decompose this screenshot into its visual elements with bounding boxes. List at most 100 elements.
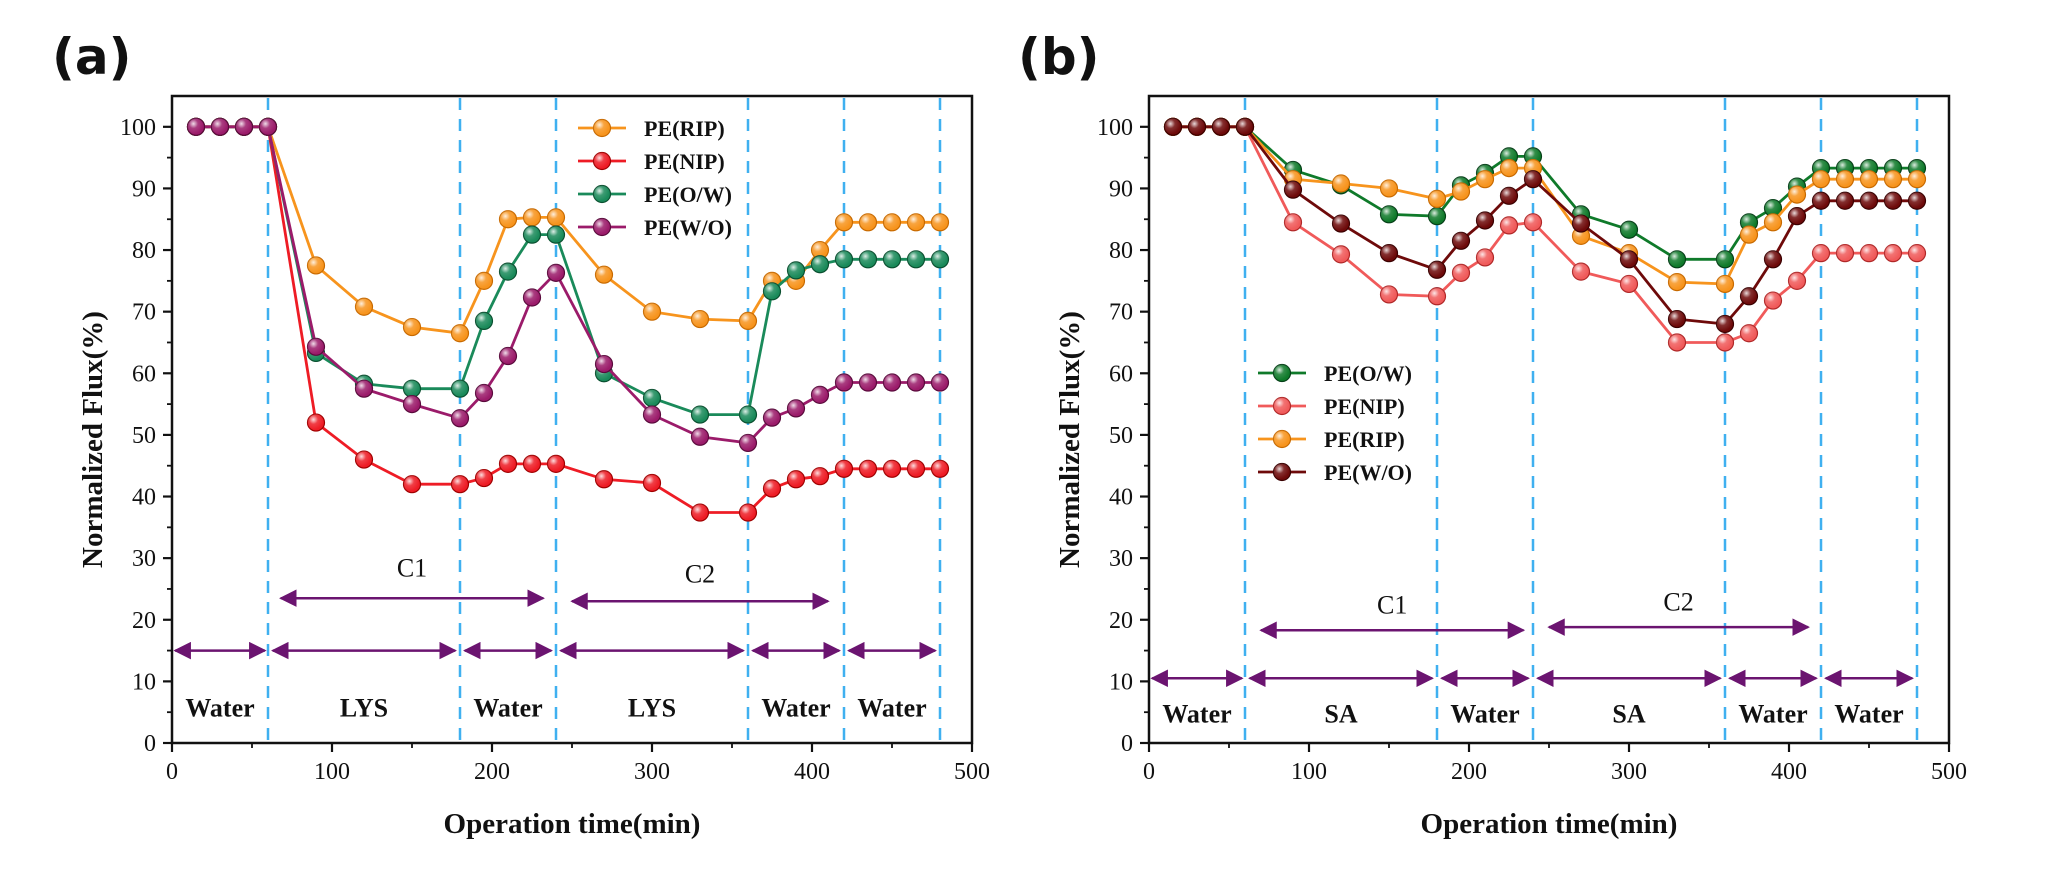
data-point-highlight [499,210,517,228]
legend-label: PE(NIP) [1324,394,1405,419]
y-tick-label: 0 [1121,731,1133,757]
series-pe-rip- [186,117,950,343]
series-pe-nip- [1163,117,1927,352]
data-point-highlight [475,272,493,290]
x-tick-label: 300 [634,759,670,785]
data-point-highlight [643,474,661,492]
data-point-highlight [1212,118,1230,136]
data-point-highlight [307,414,325,432]
data-point-highlight [499,263,517,281]
series-pe-rip- [1163,117,1927,294]
data-point-highlight [835,460,853,478]
phase-label: SA [1324,699,1357,728]
data-point-highlight [403,475,421,493]
data-point-highlight [643,389,661,407]
data-point-highlight [1452,183,1470,201]
legend-marker-highlight [593,119,611,137]
data-point-highlight [883,250,901,268]
x-tick-label: 400 [794,759,830,785]
data-point-highlight [787,261,805,279]
panel-b: (b) 0 100 200 300 400 500 0 10 20 30 40 50 60 70 80 90 10… [1018,28,1967,840]
phase-label: Water [857,693,926,722]
data-point-highlight [1908,170,1926,188]
y-tick-label: 100 [1097,115,1133,141]
legend: PE(RIP) PE(NIP) PE(O/W) PE(W/O) [578,116,732,240]
phase-label: Water [1738,699,1807,728]
data-point-highlight [859,374,877,392]
data-point-highlight [499,347,517,365]
data-point-highlight [1428,207,1446,225]
data-point-highlight [1884,244,1902,262]
data-point-highlight [763,480,781,498]
data-point-highlight [907,460,925,478]
legend-label: PE(W/O) [644,215,732,240]
data-point-highlight [1236,118,1254,136]
data-point-highlight [1740,324,1758,342]
data-point-highlight [1764,292,1782,310]
data-point-highlight [1764,213,1782,231]
data-point-highlight [403,395,421,413]
series-pe-w-o- [186,117,950,453]
data-point-highlight [523,208,541,226]
legend-marker-highlight [593,218,611,236]
data-point-highlight [1380,179,1398,197]
data-point-highlight [235,118,253,136]
y-tick-label: 10 [132,669,156,695]
data-point-highlight [451,409,469,427]
data-point-highlight [1884,192,1902,210]
x-tick-label: 100 [1291,759,1327,785]
data-point-highlight [1740,226,1758,244]
data-point-highlight [811,386,829,404]
data-point-highlight [1380,205,1398,223]
data-point-highlight [1860,170,1878,188]
data-point-highlight [763,409,781,427]
y-tick-label: 100 [120,115,156,141]
data-point-highlight [1836,192,1854,210]
legend-marker-highlight [593,152,611,170]
data-point-highlight [1572,227,1590,245]
data-point-highlight [523,226,541,244]
data-point-highlight [643,406,661,424]
phase-label: LYS [340,693,388,722]
data-point-highlight [883,213,901,231]
x-tick-label: 0 [166,759,178,785]
data-point-highlight [691,406,709,424]
data-point-highlight [355,380,373,398]
x-tick-label: 200 [474,759,510,785]
data-point-highlight [835,213,853,231]
data-point-highlight [1740,213,1758,231]
phase-label: Water [1834,699,1903,728]
data-point-highlight [523,288,541,306]
data-point-highlight [907,213,925,231]
data-point-highlight [1332,245,1350,263]
y-axis-title: Normalized Flux(%) [1054,311,1086,568]
y-tick-label: 80 [1109,238,1133,264]
data-point-highlight [691,428,709,446]
y-tick-label: 60 [1109,361,1133,387]
legend-label: PE(NIP) [644,149,725,174]
data-point-highlight [1812,244,1830,262]
data-point-highlight [739,406,757,424]
data-point-highlight [835,374,853,392]
data-point-highlight [811,241,829,259]
phase-label: SA [1612,699,1645,728]
phase-label: Water [473,693,542,722]
data-point-highlight [1500,159,1518,177]
phase-label: Water [185,693,254,722]
panel-label: (a) [52,28,131,86]
data-point-highlight [1716,315,1734,333]
series-pe-nip- [186,117,950,522]
data-point-highlight [691,504,709,522]
data-point-highlight [883,460,901,478]
data-point-highlight [1740,287,1758,305]
data-point-highlight [1668,333,1686,351]
data-point-highlight [1764,199,1782,217]
y-tick-label: 40 [132,485,156,511]
data-point-highlight [1716,250,1734,268]
panel-a: (a) 0 100 200 300 400 500 0 10 20 30 40 50 60 70 80 90 10… [52,28,990,840]
data-point-highlight [403,380,421,398]
data-point-highlight [811,467,829,485]
data-point-highlight [259,118,277,136]
data-point-highlight [211,118,229,136]
x-axis-title: Operation time(min) [1421,808,1678,840]
